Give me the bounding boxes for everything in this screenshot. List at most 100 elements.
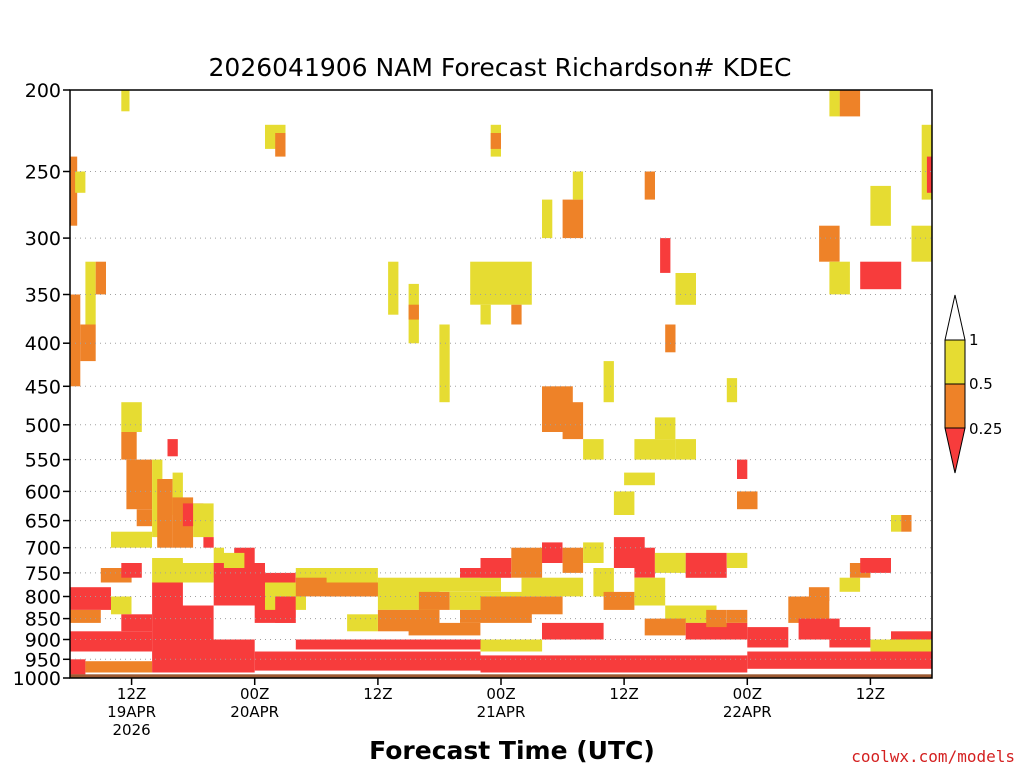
ri-cell: [439, 324, 450, 403]
ri-cell: [275, 596, 296, 623]
y-tick-label: 600: [25, 481, 61, 503]
ri-cell: [70, 631, 153, 652]
richardson-cells: [70, 90, 932, 675]
ri-cell: [121, 614, 153, 632]
credit-text[interactable]: coolwx.com/models: [851, 747, 1015, 766]
ri-cell: [706, 609, 727, 628]
x-tick-label: 00Z: [733, 685, 762, 703]
ri-cell: [593, 568, 614, 597]
y-tick-label: 800: [25, 587, 61, 609]
ri-cell: [644, 171, 655, 200]
ri-cell: [634, 547, 655, 578]
colorbar-red-arrow: [945, 428, 965, 473]
ri-cell: [85, 661, 153, 673]
ri-cell: [152, 639, 255, 673]
colorbar-top-arrow: [944, 294, 966, 341]
ri-cell: [829, 627, 871, 648]
ri-cell: [480, 304, 491, 325]
ri-cell: [572, 171, 584, 200]
ri-cell: [172, 472, 183, 515]
y-tick-label: 300: [25, 228, 61, 250]
ri-cell: [624, 472, 655, 486]
ri-cell: [829, 261, 850, 295]
ground-fill: [70, 674, 932, 678]
ri-cell: [562, 199, 584, 239]
y-tick-label: 400: [25, 333, 61, 355]
ri-cell: [747, 651, 932, 669]
colorbar-label-0.5: 0.5: [969, 375, 993, 393]
ri-cell: [839, 577, 861, 592]
y-tick-label: 950: [25, 649, 61, 671]
ri-cell: [254, 651, 481, 671]
ri-cell: [860, 558, 891, 573]
ri-cell: [295, 577, 327, 597]
ri-cell: [634, 439, 676, 460]
y-tick-label: 250: [25, 162, 61, 184]
y-tick-label: 200: [25, 80, 61, 102]
ri-cell: [726, 609, 748, 623]
ri-cell: [726, 552, 748, 568]
ri-cell: [408, 622, 481, 636]
x-tick-label: 19APR: [107, 703, 156, 721]
x-axis-label: Forecast Time (UTC): [369, 736, 655, 765]
ri-cell: [75, 171, 86, 193]
y-tick-label: 750: [25, 563, 61, 585]
ri-cell: [511, 304, 522, 325]
ri-cell: [665, 324, 676, 353]
ri-cell: [121, 432, 137, 460]
ri-cell: [665, 605, 717, 623]
ri-cell: [121, 402, 142, 432]
y-tick-label: 850: [25, 609, 61, 631]
x-tick-label: 20APR: [230, 703, 279, 721]
x-tick-label: 00Z: [240, 685, 269, 703]
colorbar-label-0.25: 0.25: [969, 420, 1002, 438]
x-tick-label: 2026: [113, 721, 151, 739]
ri-cell: [870, 185, 891, 226]
ri-cell: [213, 547, 224, 578]
ri-cell: [70, 294, 81, 387]
ri-cell: [747, 627, 789, 648]
y-tick-label: 500: [25, 415, 61, 437]
ri-cell: [111, 596, 132, 615]
ri-cell: [295, 639, 481, 650]
ri-cell: [439, 577, 501, 592]
ri-cell: [675, 273, 696, 305]
ri-cell: [603, 361, 614, 403]
ri-cell: [870, 639, 932, 656]
ri-cell: [685, 552, 727, 578]
ri-cell: [901, 515, 912, 532]
ri-cell: [634, 577, 666, 606]
ri-cell: [542, 622, 604, 640]
ri-cell: [839, 90, 861, 117]
plot-area: [69, 89, 933, 679]
ri-cell: [347, 614, 378, 632]
x-tick-label: 22APR: [723, 703, 772, 721]
ri-cell: [829, 90, 840, 117]
ri-cell: [490, 133, 501, 149]
colorbar-legend: 1 0.5 0.25: [944, 294, 1002, 474]
ri-cell: [126, 459, 153, 510]
ri-cell: [891, 515, 902, 532]
colorbar-red-outline: [944, 427, 966, 474]
x-tick-label: 00Z: [486, 685, 515, 703]
ri-cell: [172, 605, 214, 640]
ri-cell: [654, 552, 686, 573]
ri-cell: [80, 324, 96, 362]
ri-cell: [70, 659, 86, 675]
ri-cell: [223, 552, 245, 568]
y-tick-label: 900: [25, 630, 61, 652]
ri-cell: [511, 547, 543, 578]
ri-cell: [193, 503, 214, 538]
y-tick-label: 350: [25, 285, 61, 307]
ri-cell: [95, 261, 106, 295]
ri-cell: [480, 558, 512, 578]
ri-cell: [167, 439, 178, 457]
y-tick-label: 450: [25, 376, 61, 398]
ri-cell: [562, 547, 584, 573]
ri-cell: [819, 225, 840, 262]
ri-cell: [121, 563, 142, 578]
y-tick-label: 650: [25, 511, 61, 533]
x-tick-label: 21APR: [477, 703, 526, 721]
